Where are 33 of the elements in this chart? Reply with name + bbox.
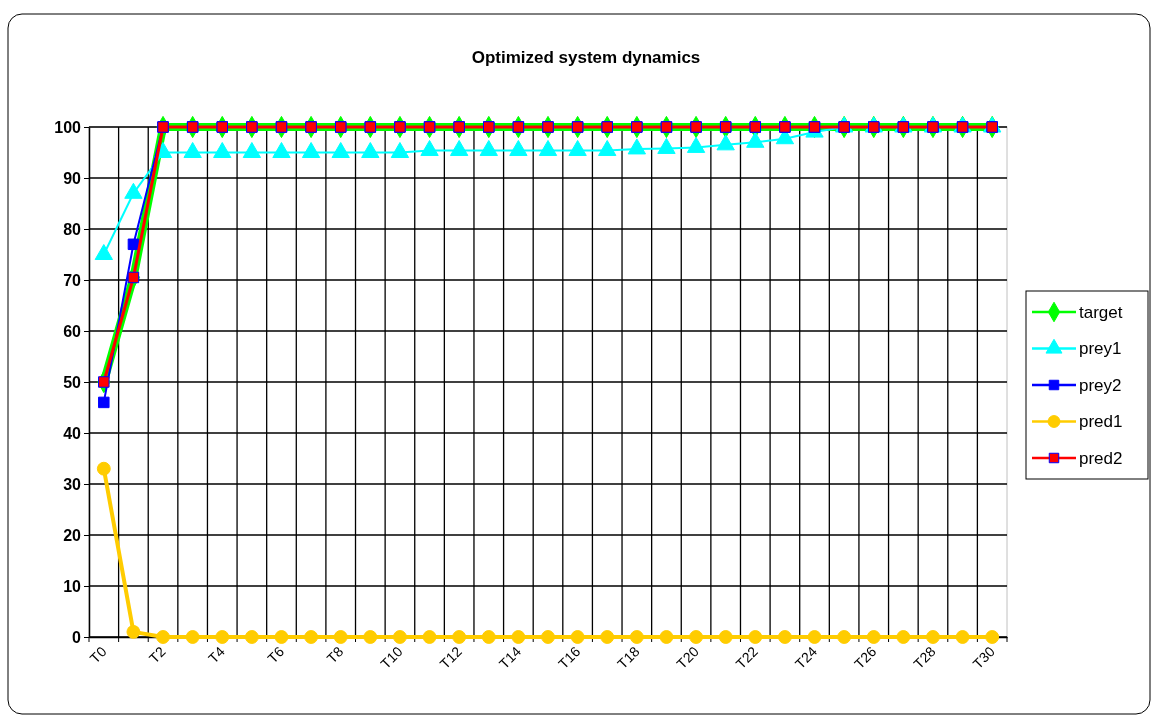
legend-label: target <box>1079 302 1123 322</box>
y-tick-label: 70 <box>63 271 82 289</box>
chart-title: Optimized system dynamics <box>471 48 701 67</box>
x-tick-label: T26 <box>851 643 880 672</box>
x-tick-label: T18 <box>614 643 643 672</box>
y-tick-label: 50 <box>63 373 82 391</box>
legend-label: prey2 <box>1079 375 1122 395</box>
legend-label: prey1 <box>1079 339 1122 359</box>
legend-label: pred1 <box>1079 412 1123 432</box>
x-tick-label: T28 <box>910 643 939 672</box>
x-tick-label: T10 <box>377 643 406 672</box>
y-tick-label: 40 <box>63 424 82 442</box>
y-tick-label: 10 <box>63 577 82 595</box>
x-tick-label: T12 <box>436 643 466 672</box>
x-tick-label: T2 <box>145 643 169 667</box>
legend-label: pred2 <box>1079 448 1123 468</box>
x-tick-label: T22 <box>732 643 762 672</box>
x-tick-label: T24 <box>791 643 821 672</box>
y-tick-label: 90 <box>63 169 82 187</box>
y-tick-label: 80 <box>63 220 82 238</box>
y-tick-label: 60 <box>63 322 82 340</box>
x-tick-label: T14 <box>495 643 525 672</box>
y-tick-label: 0 <box>72 628 82 646</box>
y-tick-label: 100 <box>54 118 82 136</box>
x-tick-label: T0 <box>86 643 110 667</box>
x-tick-label: T20 <box>673 643 702 672</box>
x-tick-label: T6 <box>264 643 288 667</box>
x-tick-label: T8 <box>323 643 347 667</box>
y-tick-label: 20 <box>63 526 82 544</box>
x-tick-label: T4 <box>205 643 229 667</box>
y-tick-label: 30 <box>63 475 82 493</box>
x-tick-label: T30 <box>969 643 999 672</box>
x-tick-label: T16 <box>554 643 584 672</box>
